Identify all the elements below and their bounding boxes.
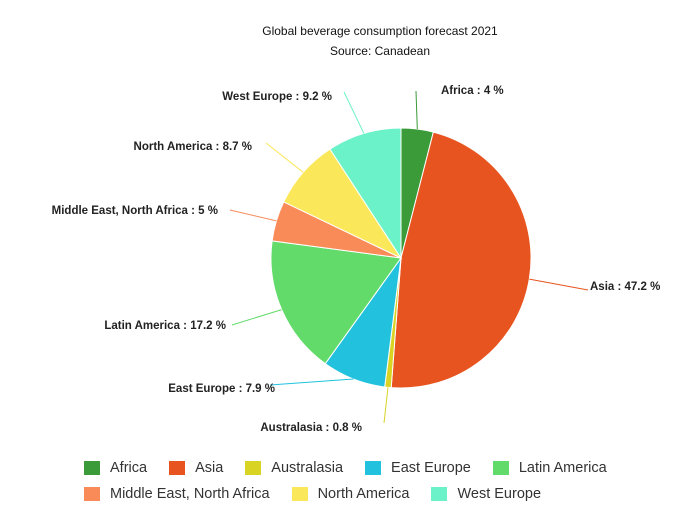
slice-label: Australasia : 0.8 % (260, 422, 362, 434)
legend-item[interactable]: Australasia (245, 459, 343, 477)
legend-swatch (84, 461, 100, 475)
pie-slice-asia[interactable] (390, 131, 532, 389)
legend-item[interactable]: Asia (169, 459, 223, 477)
legend-label: Asia (195, 460, 224, 476)
slice-label: West Europe : 9.2 % (222, 91, 332, 103)
chart-subtitle: Source: Canadean (330, 44, 430, 58)
connector-line (231, 309, 282, 326)
slice-labels: Africa : 4 % Asia : 47.2 % Australasia : 0… (52, 85, 661, 434)
legend-item[interactable]: East Europe (365, 459, 471, 477)
pie-slice-latin-america[interactable] (270, 240, 402, 365)
slice-label: Africa : 4 % (441, 85, 504, 97)
connector-line (229, 209, 277, 222)
legend-label: North America (317, 486, 410, 502)
legend: Africa Asia Australasia East Europe Latin Am… (84, 459, 684, 503)
legend-item[interactable]: West Europe (431, 485, 541, 503)
slice-label: Middle East, North Africa : 5 % (52, 205, 218, 217)
slice-label: North America : 8.7 % (134, 141, 252, 153)
legend-swatch (169, 461, 186, 475)
connector-line (529, 278, 589, 291)
connector-line (415, 90, 418, 130)
slice-label: Latin America : 17.2 % (104, 320, 226, 332)
slice-label: Asia : 47.2 % (590, 281, 660, 293)
legend-item[interactable]: North America (291, 485, 410, 503)
legend-label: West Europe (457, 486, 542, 502)
legend-swatch (84, 487, 100, 501)
legend-item[interactable]: Middle East, North Africa (84, 485, 270, 503)
slice-label: East Europe : 7.9 % (168, 383, 275, 395)
legend-label: Africa (110, 460, 148, 476)
legend-swatch (492, 461, 509, 475)
connector-line (269, 378, 354, 386)
legend-item[interactable]: Latin America (492, 459, 607, 477)
legend-item[interactable]: Africa (84, 459, 147, 477)
connector-line (265, 142, 304, 173)
legend-label: Australasia (271, 460, 344, 476)
connector-line (343, 91, 365, 134)
legend-label: Middle East, North Africa (110, 486, 270, 502)
connector-line (383, 387, 389, 424)
pie-slices (270, 127, 532, 389)
legend-swatch (431, 487, 448, 501)
legend-swatch (365, 461, 382, 475)
chart-title: Global beverage consumption forecast 202… (262, 24, 498, 38)
pie-slice-west-europe[interactable] (329, 127, 402, 260)
legend-label: East Europe (391, 460, 471, 476)
legend-swatch (245, 461, 262, 475)
legend-swatch (291, 487, 308, 501)
legend-label: Latin America (518, 460, 607, 476)
